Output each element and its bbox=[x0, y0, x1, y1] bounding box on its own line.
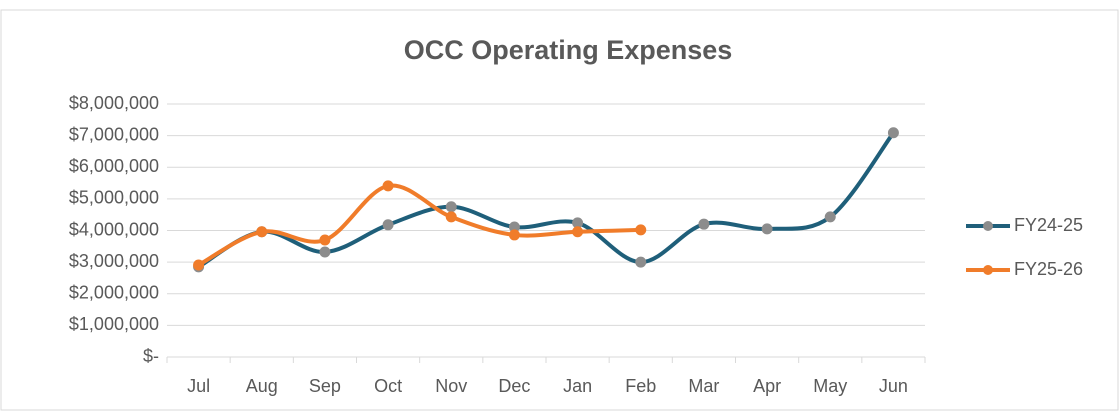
chart-frame bbox=[0, 9, 1119, 411]
data-point bbox=[824, 211, 836, 223]
y-tick-label: $8,000,000 bbox=[69, 93, 159, 113]
y-tick-label: $6,000,000 bbox=[69, 156, 159, 176]
data-point bbox=[508, 229, 520, 241]
x-tick-label: Feb bbox=[625, 376, 656, 396]
data-point bbox=[572, 226, 584, 238]
x-tick-label: Nov bbox=[435, 376, 467, 396]
data-point bbox=[698, 218, 710, 230]
x-tick-label: Sep bbox=[309, 376, 341, 396]
data-point bbox=[193, 259, 205, 271]
x-tick-label: Jan bbox=[563, 376, 592, 396]
chart-title: OCC Operating Expenses bbox=[404, 35, 733, 65]
x-tick-label: Aug bbox=[246, 376, 278, 396]
y-tick-label: $1,000,000 bbox=[69, 314, 159, 334]
data-point bbox=[445, 201, 457, 213]
data-point bbox=[761, 223, 773, 235]
y-tick-label: $4,000,000 bbox=[69, 219, 159, 239]
legend-marker bbox=[983, 221, 993, 231]
x-tick-label: Mar bbox=[688, 376, 719, 396]
y-tick-label: $7,000,000 bbox=[69, 124, 159, 144]
y-tick-label: $3,000,000 bbox=[69, 251, 159, 271]
x-tick-label: Apr bbox=[753, 376, 781, 396]
y-tick-label: $- bbox=[143, 346, 159, 366]
y-tick-label: $2,000,000 bbox=[69, 283, 159, 303]
data-point bbox=[319, 234, 331, 246]
x-tick-label: May bbox=[813, 376, 847, 396]
data-point bbox=[445, 211, 457, 223]
legend-label: FY25-26 bbox=[1014, 259, 1083, 279]
x-tick-label: Dec bbox=[498, 376, 530, 396]
x-tick-label: Jun bbox=[879, 376, 908, 396]
data-point bbox=[256, 226, 268, 238]
data-point bbox=[382, 219, 394, 231]
x-tick-label: Oct bbox=[374, 376, 402, 396]
data-point bbox=[382, 180, 394, 192]
data-point bbox=[635, 224, 647, 236]
data-point bbox=[887, 127, 899, 139]
data-point bbox=[635, 256, 647, 268]
legend-marker bbox=[983, 265, 993, 275]
legend-label: FY24-25 bbox=[1014, 215, 1083, 235]
data-point bbox=[319, 246, 331, 258]
y-tick-label: $5,000,000 bbox=[69, 188, 159, 208]
x-tick-label: Jul bbox=[187, 376, 210, 396]
